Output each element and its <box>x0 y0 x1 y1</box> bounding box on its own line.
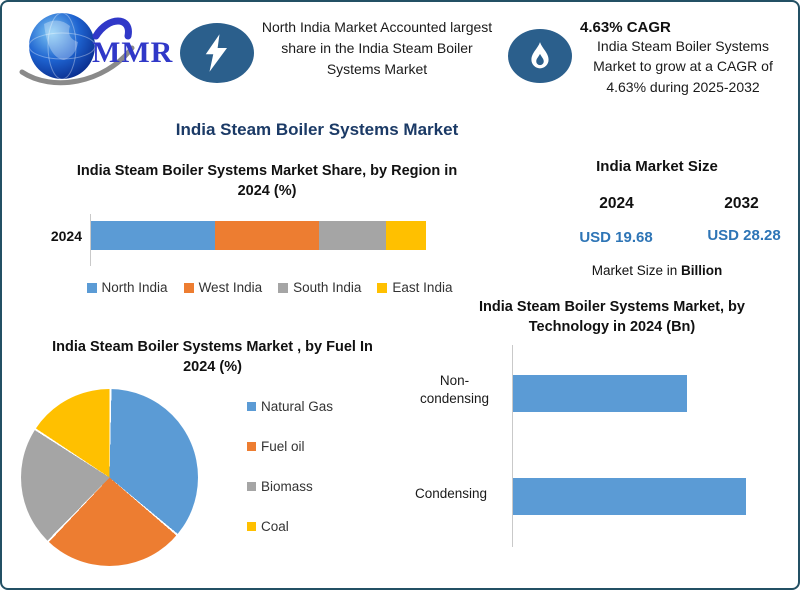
legend-marker-east-india <box>377 282 388 293</box>
region-stacked-bar <box>91 221 426 250</box>
legend-marker-fuel-oil <box>247 442 256 451</box>
bar-segment-south-india <box>318 221 386 250</box>
legend-item-north-india: North India <box>86 280 168 295</box>
page-title: India Steam Boiler Systems Market <box>175 120 459 139</box>
caption-bold: Billion <box>681 263 723 278</box>
tech-bar <box>513 375 687 412</box>
tech-y-axis <box>512 345 513 547</box>
globe-icon <box>19 12 135 86</box>
flame-icon <box>531 42 549 69</box>
caption-prefix: Market Size in <box>591 263 682 278</box>
legend-label: Natural Gas <box>261 399 334 414</box>
bar-segment-east-india <box>385 221 426 250</box>
legend-item-east-india: East India <box>377 280 452 295</box>
bar-segment-north-india <box>91 221 215 250</box>
region-legend: North India West India South India East … <box>82 280 457 295</box>
cagr-text: India Steam Boiler Systems Market to gro… <box>593 38 773 95</box>
legend-marker-coal <box>247 522 256 531</box>
tech-chart-title: India Steam Boiler Systems Market, by Te… <box>479 299 745 335</box>
market-size-caption: Market Size in Billion <box>557 263 757 278</box>
highlight2-badge <box>508 29 572 83</box>
tech-label-non-condensing: Non-condensing <box>419 373 490 407</box>
legend-label: South India <box>293 280 362 295</box>
mmr-logo: MMR <box>16 8 181 92</box>
legend-item-fuel-oil: Fuel oil <box>247 439 333 454</box>
legend-label: East India <box>392 280 453 295</box>
legend-item-south-india: South India <box>278 280 361 295</box>
legend-label: Fuel oil <box>261 439 305 454</box>
legend-label: Coal <box>261 519 289 534</box>
legend-item-natural-gas: Natural Gas <box>247 399 333 414</box>
lightning-icon <box>205 34 227 72</box>
region-category-label: 2024 <box>50 228 82 244</box>
market-size-value-2032: USD 28.28 <box>707 227 781 244</box>
legend-label: Biomass <box>261 479 313 494</box>
cagr-title: 4.63% CAGR <box>580 19 671 36</box>
tech-label-condensing: Condensing <box>414 486 488 501</box>
legend-item-coal: Coal <box>247 519 333 534</box>
legend-label: West India <box>198 280 263 295</box>
highlight1-text: North India Market Accounted largest sha… <box>261 19 493 77</box>
highlight1-badge <box>180 23 254 83</box>
market-size-year-2032: 2032 <box>724 195 759 212</box>
cagr-block: 4.63% CAGR India Steam Boiler Systems Ma… <box>578 19 788 97</box>
legend-item-west-india: West India <box>183 280 263 295</box>
legend-label: North India <box>101 280 168 295</box>
legend-marker-north-india <box>86 282 97 293</box>
legend-marker-west-india <box>183 282 194 293</box>
legend-marker-south-india <box>278 282 289 293</box>
tech-bar <box>513 478 746 515</box>
fuel-legend: Natural Gas Fuel oil Biomass Coal <box>247 399 333 534</box>
bar-segment-west-india <box>214 221 319 250</box>
logo-wordmark: MMR <box>92 36 174 69</box>
market-size-year-2024: 2024 <box>599 195 634 212</box>
market-size-title: India Market Size <box>596 158 718 175</box>
fuel-chart-title: India Steam Boiler Systems Market , by F… <box>52 339 373 375</box>
legend-marker-biomass <box>247 482 256 491</box>
region-chart-title: India Steam Boiler Systems Market Share,… <box>76 163 458 199</box>
legend-marker-natural-gas <box>247 402 256 411</box>
region-y-axis <box>90 214 91 266</box>
legend-item-biomass: Biomass <box>247 479 333 494</box>
market-size-value-2024: USD 19.68 <box>579 229 653 246</box>
fuel-pie <box>21 389 198 566</box>
